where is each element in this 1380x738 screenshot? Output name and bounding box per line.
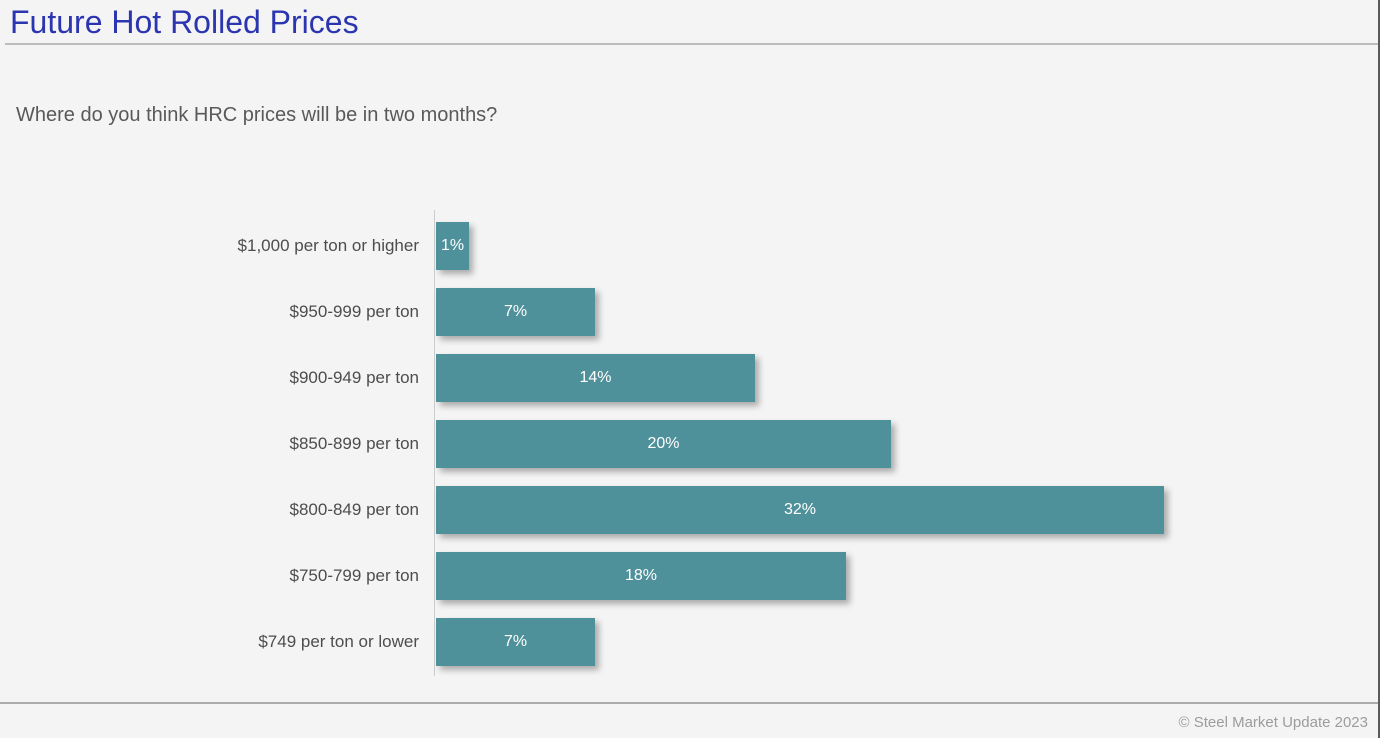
bar: 7% (436, 618, 595, 666)
chart-row: $850-899 per ton 20% (0, 411, 1378, 477)
category-label: $750-799 per ton (289, 566, 420, 585)
bar: 1% (436, 222, 469, 270)
bar-value-label: 1% (440, 237, 465, 254)
bar-area: 1% (436, 222, 1378, 270)
category-label: $850-899 per ton (289, 434, 420, 453)
chart-row: $1,000 per ton or higher 1% (0, 213, 1378, 279)
title-divider (5, 43, 1380, 45)
bottom-divider (0, 702, 1380, 704)
page-title: Future Hot Rolled Prices (10, 4, 359, 40)
window-right-edge (1378, 0, 1380, 738)
bar-rows: $1,000 per ton or higher 1% $950-999 per t… (0, 213, 1378, 675)
bar-area: 14% (436, 354, 1378, 402)
chart-axis-baseline (434, 210, 435, 676)
bar: 18% (436, 552, 846, 600)
chart-row: $950-999 per ton 7% (0, 279, 1378, 345)
category-label: $950-999 per ton (289, 302, 420, 321)
category-label: $1,000 per ton or higher (237, 236, 419, 255)
category-label: $749 per ton or lower (258, 632, 419, 651)
bar: 7% (436, 288, 595, 336)
bar: 32% (436, 486, 1164, 534)
hrc-price-bar-chart: $1,000 per ton or higher 1% $950-999 per t… (0, 213, 1378, 675)
category-label: $800-849 per ton (289, 500, 420, 519)
footer-copyright: © Steel Market Update 2023 (1178, 714, 1369, 731)
chart-row: $749 per ton or lower 7% (0, 609, 1378, 675)
bar-value-label: 7% (503, 633, 528, 650)
bar-value-label: 18% (624, 567, 658, 584)
bar-area: 20% (436, 420, 1378, 468)
chart-row: $900-949 per ton 14% (0, 345, 1378, 411)
bar-area: 32% (436, 486, 1378, 534)
bar-value-label: 7% (503, 303, 528, 320)
bar-area: 7% (436, 288, 1378, 336)
chart-row: $800-849 per ton 32% (0, 477, 1378, 543)
bar-area: 7% (436, 618, 1378, 666)
bar: 20% (436, 420, 891, 468)
bar: 14% (436, 354, 755, 402)
chart-question-subtitle: Where do you think HRC prices will be in… (16, 104, 498, 126)
bar-value-label: 32% (783, 501, 817, 518)
chart-row: $750-799 per ton 18% (0, 543, 1378, 609)
bar-value-label: 14% (579, 369, 612, 386)
bar-value-label: 20% (647, 435, 680, 452)
bar-area: 18% (436, 552, 1378, 600)
category-label: $900-949 per ton (289, 368, 420, 387)
